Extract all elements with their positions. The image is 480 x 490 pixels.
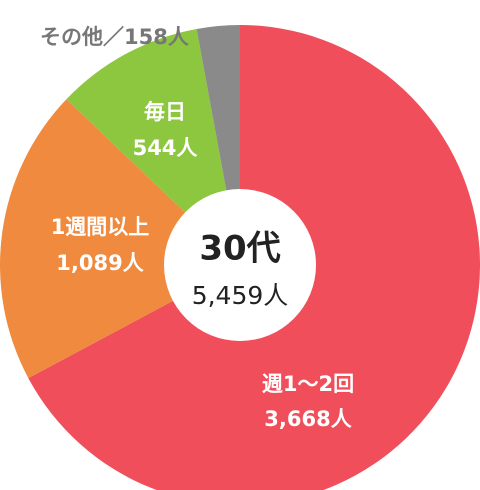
- labels: 週1〜2回 3,668人 1週間以上 1,089人 毎日 544人 その他／158人: [40, 25, 354, 431]
- separator: ／: [103, 25, 124, 49]
- other-label: その他／158人: [40, 25, 189, 49]
- category-label: その他: [40, 25, 103, 49]
- value-label: 158人: [124, 25, 189, 49]
- donut-hole: [164, 189, 316, 341]
- category-label: 毎日: [144, 100, 186, 124]
- category-label: 1週間以上: [51, 215, 150, 239]
- center-title: 30代: [199, 229, 280, 269]
- value-label: 3,668人: [264, 407, 351, 431]
- center-subtitle: 5,459人: [192, 281, 289, 310]
- value-label: 1,089人: [56, 251, 143, 275]
- value-label: 544人: [133, 136, 198, 160]
- category-label: 週1〜2回: [262, 372, 354, 396]
- slice: [0, 99, 240, 379]
